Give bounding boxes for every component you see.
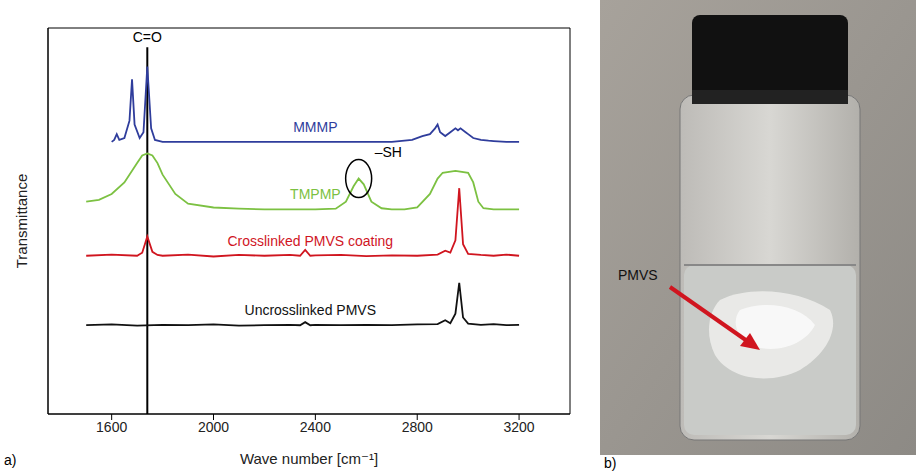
svg-text:3200: 3200 — [503, 419, 534, 435]
svg-text:2800: 2800 — [402, 419, 433, 435]
svg-text:Crosslinked PMVS coating: Crosslinked PMVS coating — [227, 233, 393, 249]
svg-text:PMVS: PMVS — [618, 267, 658, 283]
svg-text:C=O: C=O — [133, 29, 162, 45]
svg-text:b): b) — [604, 455, 616, 471]
html-text:a): a) — [4, 452, 17, 468]
svg-text:2400: 2400 — [300, 419, 331, 435]
svg-text:Uncrosslinked PMVS: Uncrosslinked PMVS — [245, 302, 377, 318]
svg-text:–SH: –SH — [375, 144, 402, 160]
svg-text:TMPMP: TMPMP — [290, 186, 341, 202]
svg-text:2000: 2000 — [198, 419, 229, 435]
svg-text:Transmittance: Transmittance — [13, 174, 30, 268]
svg-text:Wave number [cm⁻¹]: Wave number [cm⁻¹] — [240, 450, 378, 467]
svg-text:MMMP: MMMP — [293, 119, 337, 135]
svg-text:1600: 1600 — [96, 419, 127, 435]
